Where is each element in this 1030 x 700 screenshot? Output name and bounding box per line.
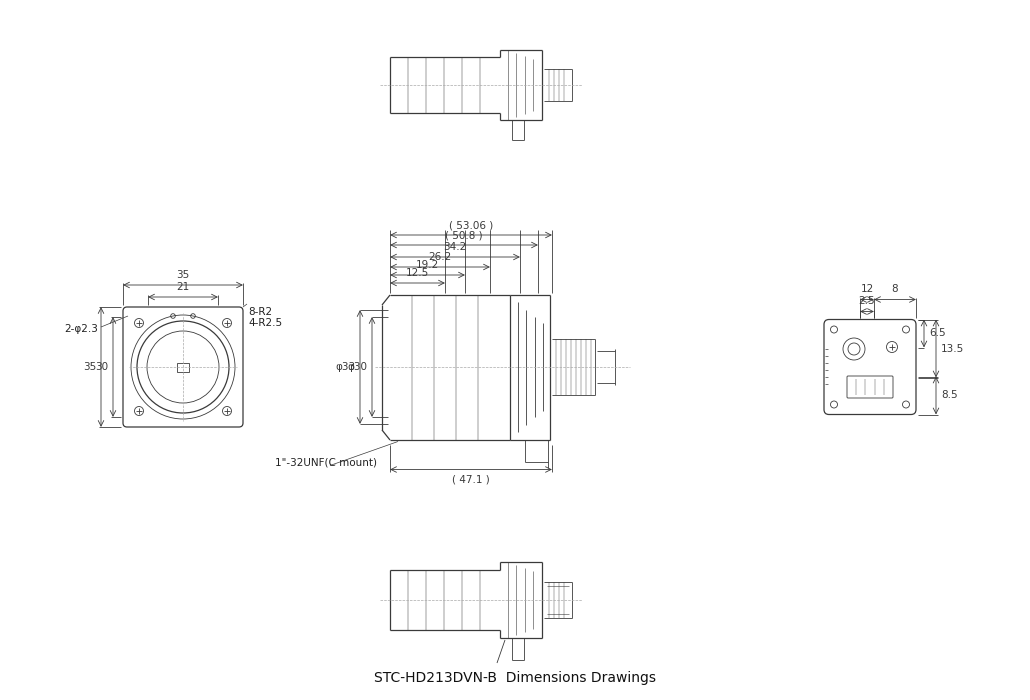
Text: 35: 35 — [82, 362, 96, 372]
Text: 2-φ2.3: 2-φ2.3 — [64, 324, 98, 334]
Text: 13.5: 13.5 — [941, 344, 964, 354]
Text: ( 47.1 ): ( 47.1 ) — [452, 475, 490, 484]
Text: φ30: φ30 — [347, 362, 367, 372]
Text: 8.5: 8.5 — [941, 391, 958, 400]
Text: 12.5: 12.5 — [406, 268, 430, 278]
Text: 12: 12 — [860, 284, 873, 295]
Text: ( 50.8 ): ( 50.8 ) — [445, 230, 483, 240]
Bar — [177, 363, 188, 372]
Text: 4-R2.5: 4-R2.5 — [248, 318, 282, 328]
Text: 19.2: 19.2 — [416, 260, 439, 270]
Text: STC-HD213DVN-B  Dimensions Drawings: STC-HD213DVN-B Dimensions Drawings — [374, 671, 656, 685]
Text: 8-R2: 8-R2 — [248, 307, 272, 317]
Text: 26.2: 26.2 — [428, 252, 451, 262]
Text: 34.2: 34.2 — [443, 242, 467, 252]
Text: 1"-32UNF(C mount): 1"-32UNF(C mount) — [275, 458, 377, 468]
Text: 21: 21 — [176, 282, 190, 292]
Text: 6.5: 6.5 — [929, 328, 946, 339]
Text: 2.5: 2.5 — [859, 297, 876, 307]
Text: 35: 35 — [176, 270, 190, 280]
Text: 30: 30 — [95, 362, 108, 372]
Text: 8: 8 — [892, 284, 898, 295]
Text: ( 53.06 ): ( 53.06 ) — [449, 220, 493, 230]
Text: φ33: φ33 — [335, 362, 355, 372]
